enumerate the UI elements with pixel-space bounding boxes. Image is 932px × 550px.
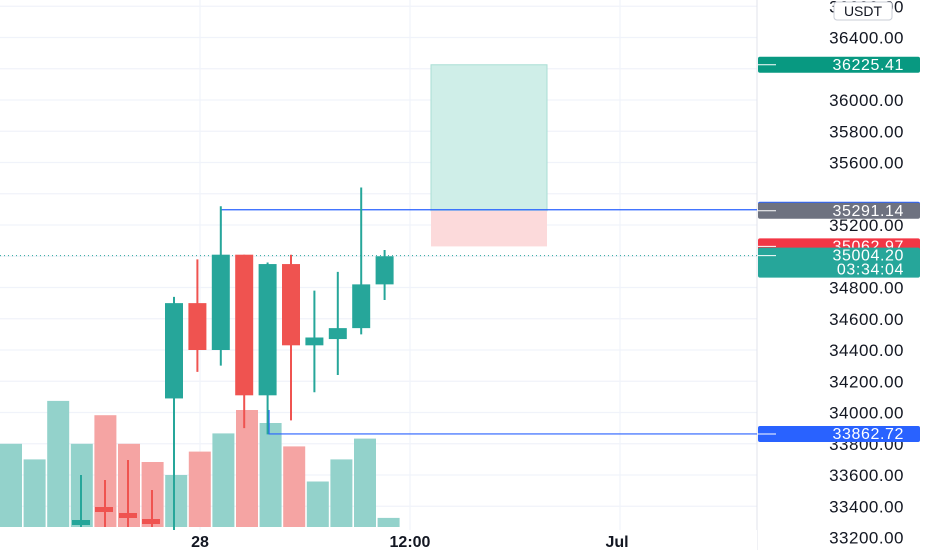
candle-body (165, 303, 183, 399)
price-tick-label: 33200.00 (829, 529, 904, 548)
price-tick-label: 34800.00 (829, 279, 904, 298)
price-tag-gray (758, 202, 920, 219)
volume-bar (0, 443, 22, 527)
price-tick-label: 36400.00 (829, 29, 904, 48)
price-lines[interactable] (0, 209, 757, 435)
price-tag-last (758, 247, 920, 278)
candle-body (188, 303, 207, 350)
volume-bar (47, 400, 70, 527)
price-tick-label: 33400.00 (829, 497, 904, 516)
candle-body (352, 284, 371, 329)
volume-bar (306, 481, 329, 527)
time-axis-background (0, 530, 757, 550)
volume-bar (354, 438, 376, 527)
volume-bar (212, 433, 235, 527)
price-tag-blue (758, 425, 920, 442)
candle-body (375, 256, 394, 285)
price-tag-target (758, 56, 920, 73)
volume-bar (259, 423, 282, 527)
price-tick-label: 34400.00 (829, 341, 904, 360)
volume-bar (23, 459, 46, 527)
candle-body (305, 337, 324, 346)
stop-zone[interactable] (431, 210, 547, 247)
candle-body (235, 254, 254, 396)
candle-body (328, 328, 347, 340)
volume-bar (377, 517, 400, 527)
price-tick-label: 35600.00 (829, 154, 904, 173)
price-tick-label: 34000.00 (829, 404, 904, 423)
candle-body (95, 507, 113, 512)
price-tick-label: 36000.00 (829, 91, 904, 110)
time-tick-label: Jul (605, 534, 628, 550)
candle-body (258, 264, 277, 396)
volume-bar (236, 410, 258, 527)
time-tick-label: 28 (191, 534, 209, 550)
price-tag-label: 33862.72 (832, 426, 904, 443)
candle-body (282, 264, 300, 346)
countdown-label: 03:34:04 (837, 262, 904, 279)
candle-body (72, 520, 90, 525)
price-tag-label: 35291.14 (832, 203, 904, 220)
time-tick-label: 12:00 (390, 534, 431, 550)
volume-bar (94, 415, 117, 527)
price-tag-label: 35004.20 (832, 248, 904, 265)
candle-body (119, 513, 137, 518)
price-tick-label: 35800.00 (829, 122, 904, 141)
position-zone[interactable] (430, 64, 548, 247)
currency-label: USDT (844, 3, 883, 19)
candle-body (142, 519, 160, 524)
volume-bar (283, 446, 306, 527)
volume-bar (165, 475, 188, 527)
price-tick-label: 34600.00 (829, 310, 904, 329)
price-tag-label: 36225.41 (832, 57, 904, 74)
time-axis[interactable]: 28 12:00 Jul (0, 530, 757, 550)
candle-body (211, 254, 230, 350)
price-tick-label: 34200.00 (829, 372, 904, 391)
price-tick-label: 33600.00 (829, 466, 904, 485)
target-zone[interactable] (430, 64, 548, 212)
volume-bar (330, 459, 353, 527)
price-tick-label: 35200.00 (829, 216, 904, 235)
currency-badge[interactable]: USDT (833, 1, 893, 21)
candles (72, 187, 394, 538)
price-tags: 36225.4135297.7135291.1435062.9735004.20… (758, 56, 920, 443)
horizontal-line-lower[interactable] (268, 410, 757, 435)
volume-bar (188, 451, 211, 527)
